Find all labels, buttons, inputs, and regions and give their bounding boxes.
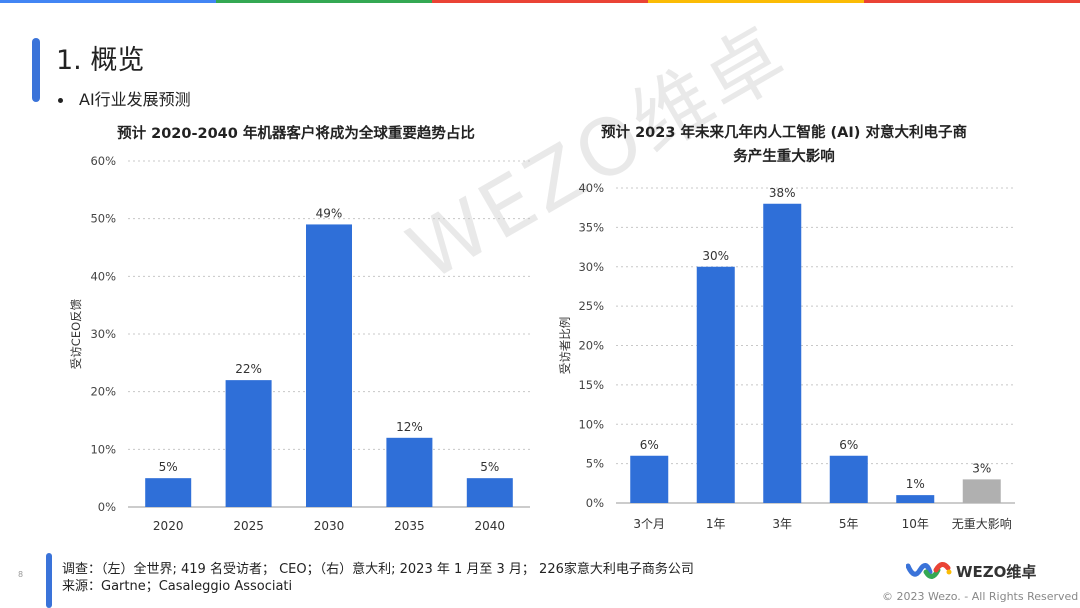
y-tick-label: 35% — [578, 220, 604, 234]
bar-value-label: 5% — [159, 460, 178, 474]
bar-value-label: 49% — [316, 206, 343, 220]
bar-value-label: 12% — [396, 420, 423, 434]
x-tick-label: 2040 — [475, 519, 506, 533]
y-axis-label: 受访者比例 — [558, 317, 572, 375]
bar-value-label: 22% — [235, 362, 262, 376]
y-tick-label: 50% — [90, 212, 116, 226]
wezo-logo: WEZO维卓 — [906, 560, 1036, 582]
x-tick-label: 10年 — [902, 517, 929, 531]
charts-canvas: 预计 2020-2040 年机器客户将成为全球重要趋势占比 0% 10% 20% 30%… — [69, 123, 1015, 533]
copyright: © 2023 Wezo. - All Rights Reserved — [882, 590, 1079, 603]
top-color-bar — [0, 0, 1080, 3]
y-tick-label: 10% — [90, 442, 116, 456]
bar-value-label: 1% — [906, 477, 925, 491]
y-tick-label: 60% — [90, 154, 116, 168]
chart-title: 预计 2023 年未来几年内人工智能 (AI) 对意大利电子商 — [601, 123, 967, 141]
top-bar-segment — [648, 0, 864, 3]
bar — [829, 455, 868, 503]
bar — [896, 495, 935, 503]
footer-accent-bar — [46, 553, 52, 608]
y-axis-label: 受访CEO反馈 — [69, 298, 83, 369]
x-tick-label: 2025 — [233, 519, 264, 533]
bar — [696, 266, 735, 503]
y-tick-label: 20% — [578, 339, 604, 353]
logo-text: WEZO维卓 — [956, 562, 1037, 581]
y-tick-label: 0% — [586, 496, 604, 510]
page-number: 8 — [18, 570, 24, 579]
top-bar-segment — [864, 0, 1080, 3]
page-title: 1. 概览 — [56, 45, 145, 76]
x-tick-label: 1年 — [706, 517, 726, 531]
top-bar-segment — [216, 0, 432, 3]
x-tick-label: 3个月 — [633, 517, 665, 531]
top-bar-segment — [432, 0, 648, 3]
x-tick-label: 2030 — [314, 519, 345, 533]
x-tick-label: 2035 — [394, 519, 425, 533]
y-tick-label: 15% — [578, 378, 604, 392]
y-tick-label: 40% — [90, 269, 116, 283]
footer-survey-note: 调查：（左）全世界; 419 名受访者； CEO；（右）意大利; 2023 年 … — [62, 562, 694, 577]
wezo-logo-icon — [906, 562, 952, 579]
bar-value-label: 5% — [480, 460, 499, 474]
bar-value-label: 6% — [839, 438, 858, 452]
top-bar-segment — [0, 0, 216, 3]
y-tick-label: 30% — [90, 327, 116, 341]
y-tick-label: 25% — [578, 299, 604, 313]
x-tick-label: 2020 — [153, 519, 184, 533]
chart-title: 务产生重大影响 — [733, 147, 835, 165]
bar-value-label: 3% — [972, 461, 991, 475]
bar-value-label: 6% — [640, 438, 659, 452]
chart-title: 预计 2020-2040 年机器客户将成为全球重要趋势占比 — [117, 124, 475, 142]
y-tick-label: 40% — [578, 181, 604, 195]
y-tick-label: 5% — [586, 457, 604, 471]
bar — [145, 478, 192, 507]
bar-value-label: 30% — [702, 249, 729, 263]
bullet-text: AI行业发展预测 — [79, 90, 191, 109]
bar — [306, 224, 352, 507]
title-accent-bar — [32, 38, 40, 102]
bar — [962, 479, 1001, 503]
bullet-dot-icon — [58, 98, 63, 103]
y-tick-label: 30% — [578, 260, 604, 274]
x-tick-label: 无重大影响 — [952, 516, 1012, 531]
bar — [225, 380, 272, 507]
bar — [630, 455, 669, 503]
footer-source-note: 来源：Gartne；Casaleggio Associati — [62, 579, 293, 594]
bar — [386, 437, 433, 507]
bar — [763, 203, 802, 503]
bar — [466, 478, 513, 507]
x-tick-label: 3年 — [772, 517, 792, 531]
bar-value-label: 38% — [769, 186, 796, 200]
x-tick-label: 5年 — [839, 517, 859, 531]
y-tick-label: 20% — [90, 385, 116, 399]
bullet-item: AI行业发展预测 — [58, 86, 191, 110]
y-tick-label: 0% — [98, 500, 116, 514]
y-tick-label: 10% — [578, 417, 604, 431]
